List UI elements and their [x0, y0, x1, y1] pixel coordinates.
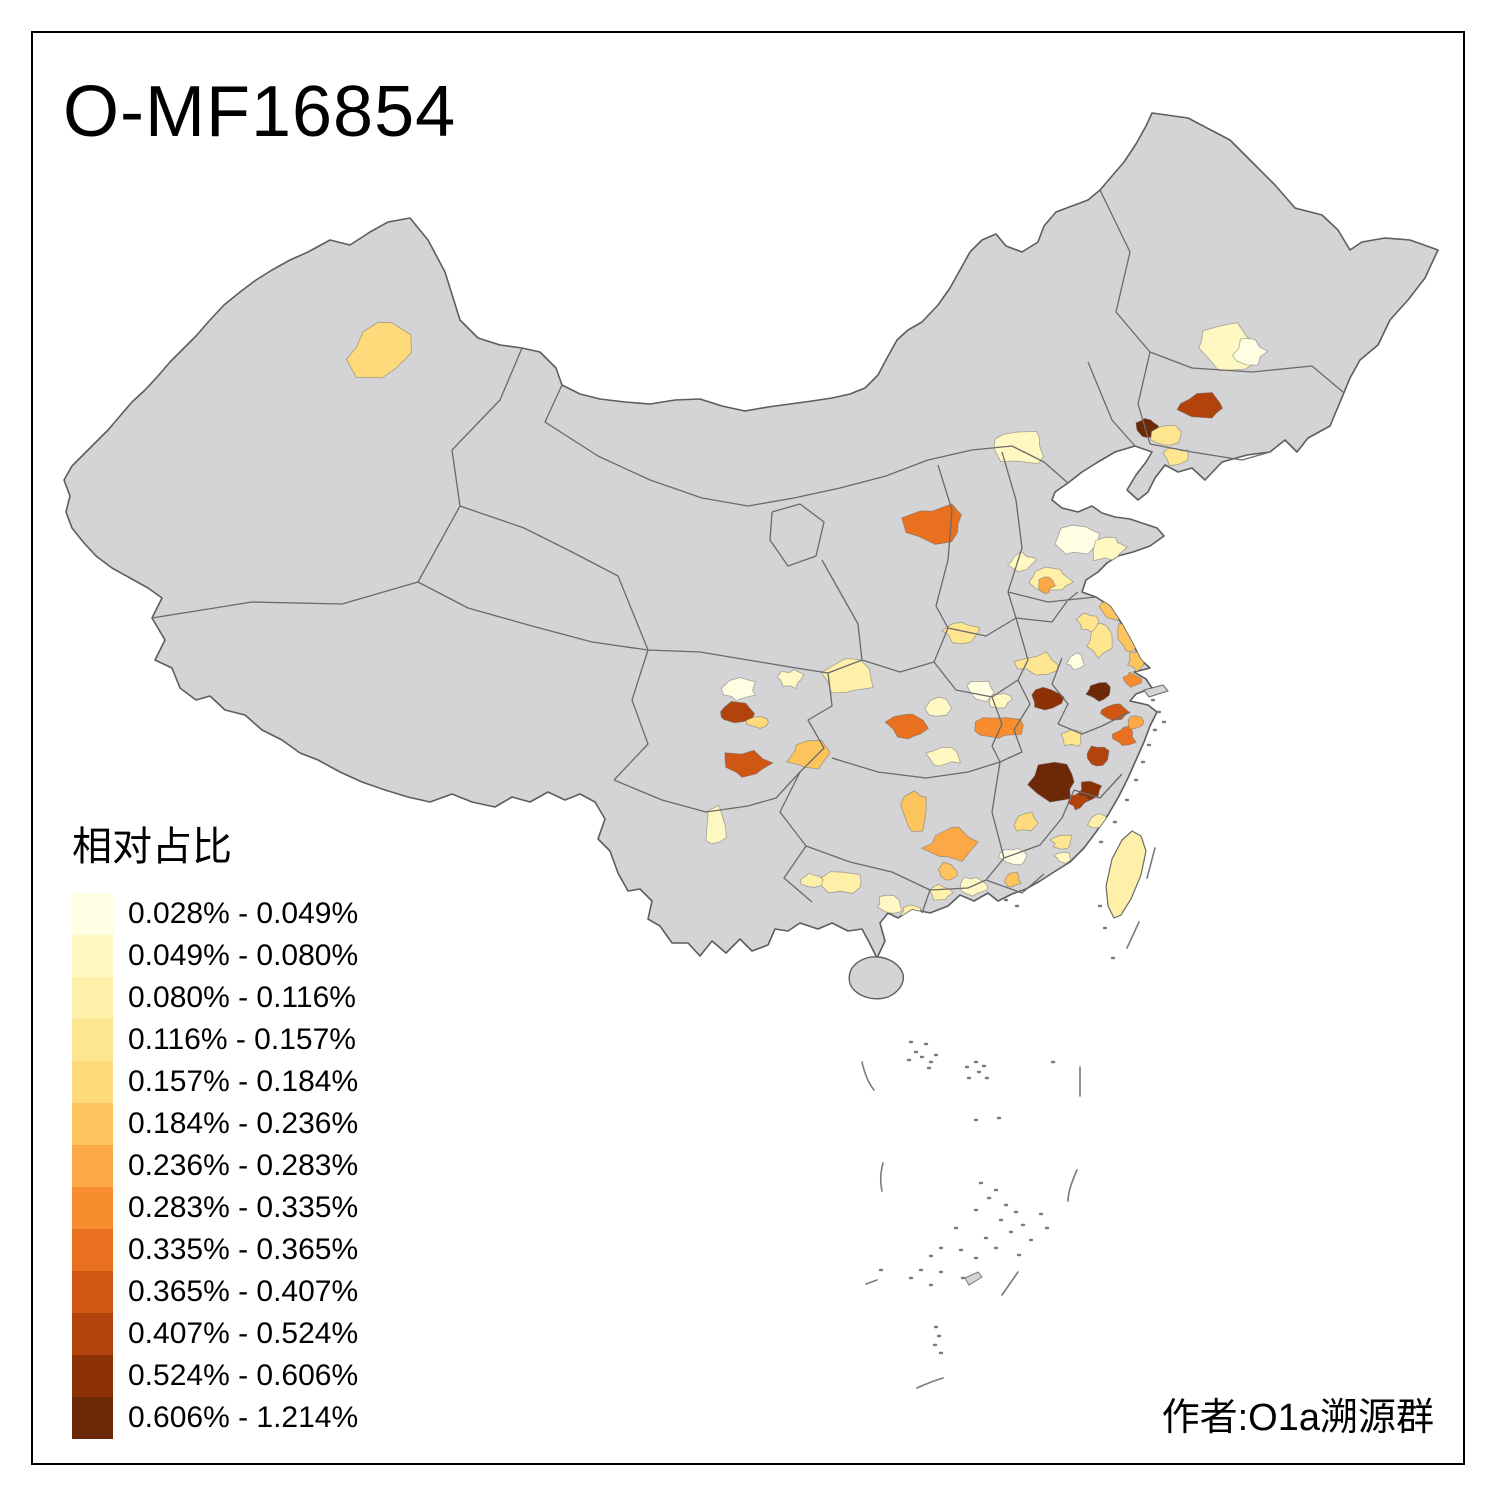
- legend-swatch: [72, 935, 113, 977]
- legend-swatch: [72, 1061, 113, 1103]
- legend-title: 相对占比: [72, 825, 232, 869]
- legend-swatch: [72, 1103, 113, 1145]
- legend-row: 0.524% - 0.606%: [72, 1355, 358, 1397]
- region-patch: [901, 503, 962, 545]
- region-patch: [1049, 834, 1073, 850]
- legend-swatch: [72, 1355, 113, 1397]
- legend-label: 0.157% - 0.184%: [128, 1065, 359, 1098]
- legend-label: 0.080% - 0.116%: [128, 981, 356, 1014]
- region-patch: [974, 717, 1024, 739]
- region-patch: [928, 883, 954, 901]
- legend-rows: 0.028% - 0.049% 0.049% - 0.080% 0.080% - 0…: [72, 893, 358, 1439]
- coastal-islet-dots: [878, 698, 1167, 1355]
- region-patch: [1038, 576, 1056, 595]
- legend-row: 0.365% - 0.407%: [72, 1271, 358, 1313]
- legend-swatch: [72, 977, 113, 1019]
- region-patch: [937, 861, 958, 881]
- region-patch: [941, 621, 981, 645]
- legend-label: 0.049% - 0.080%: [128, 939, 359, 972]
- legend-swatch: [72, 1145, 113, 1187]
- legend-label: 0.606% - 1.214%: [128, 1401, 359, 1434]
- region-patch: [345, 321, 412, 379]
- region-patch: [776, 669, 805, 690]
- islands-and-sea-features: [848, 684, 1169, 1389]
- region-patch: [1013, 811, 1039, 832]
- region-patch: [720, 700, 756, 724]
- region-patch: [1122, 671, 1143, 688]
- region-patch: [1003, 871, 1022, 888]
- legend-row: 0.407% - 0.524%: [72, 1313, 358, 1355]
- region-patch: [1054, 524, 1100, 555]
- region-patch: [1031, 686, 1065, 711]
- region-patch: [1065, 652, 1085, 671]
- legend-row: 0.157% - 0.184%: [72, 1061, 358, 1103]
- legend-label: 0.236% - 0.283%: [128, 1149, 359, 1182]
- legend-swatch: [72, 1271, 113, 1313]
- region-patch: [720, 677, 757, 702]
- legend-row: 0.606% - 1.214%: [72, 1397, 358, 1439]
- region-patch: [1075, 612, 1100, 633]
- legend-row: 0.184% - 0.236%: [72, 1103, 358, 1145]
- region-patch: [705, 804, 727, 845]
- region-patch: [920, 826, 979, 862]
- legend-label: 0.365% - 0.407%: [128, 1275, 359, 1308]
- legend-swatch: [72, 1397, 113, 1439]
- region-patch: [1052, 851, 1072, 864]
- legend-label: 0.283% - 0.335%: [128, 1191, 359, 1224]
- region-patch: [786, 739, 831, 770]
- legend-label: 0.524% - 0.606%: [128, 1359, 359, 1392]
- province-borders: [151, 189, 1344, 914]
- taiwan-island: [1105, 830, 1147, 919]
- legend-swatch: [72, 1019, 113, 1061]
- legend-label: 0.028% - 0.049%: [128, 897, 359, 930]
- legend-label: 0.184% - 0.236%: [128, 1107, 359, 1140]
- legend: 相对占比 0.028% - 0.049% 0.049% - 0.080% 0.080…: [72, 814, 358, 1439]
- legend-row: 0.236% - 0.283%: [72, 1145, 358, 1187]
- region-patch: [925, 746, 961, 767]
- region-patch: [900, 790, 927, 832]
- region-patch: [924, 696, 952, 717]
- region-patch: [1150, 424, 1182, 446]
- region-patch: [1089, 845, 1107, 859]
- legend-row: 0.080% - 0.116%: [72, 977, 358, 1019]
- region-patch: [1006, 550, 1037, 573]
- region-patch: [876, 894, 903, 914]
- legend-row: 0.028% - 0.049%: [72, 893, 358, 935]
- region-patch: [1176, 392, 1224, 419]
- legend-row: 0.049% - 0.080%: [72, 935, 358, 977]
- legend-row: 0.116% - 0.157%: [72, 1019, 358, 1061]
- region-patch: [1013, 651, 1059, 676]
- legend-swatch: [72, 1313, 113, 1355]
- region-patch: [724, 749, 774, 778]
- region-patch: [1060, 729, 1083, 747]
- region-patch: [1086, 622, 1113, 659]
- legend-label: 0.407% - 0.524%: [128, 1317, 359, 1350]
- region-patch: [884, 713, 930, 740]
- region-patch: [1127, 715, 1145, 730]
- region-patch: [1086, 745, 1110, 767]
- legend-swatch: [72, 1187, 113, 1229]
- figure-title: O-MF16854: [63, 72, 457, 152]
- attribution-text: 作者:O1a溯源群: [1161, 1397, 1434, 1439]
- legend-row: 0.335% - 0.365%: [72, 1229, 358, 1271]
- sea-reef-lines: [861, 847, 1156, 1389]
- legend-swatch: [72, 1229, 113, 1271]
- small-island: [964, 1271, 983, 1286]
- region-patch: [1231, 338, 1269, 366]
- region-patch: [800, 872, 824, 888]
- legend-label: 0.116% - 0.157%: [128, 1023, 356, 1056]
- region-patch: [820, 658, 874, 694]
- hainan-island: [848, 956, 905, 1000]
- chongming-island: [1143, 684, 1169, 698]
- legend-label: 0.335% - 0.365%: [128, 1233, 359, 1266]
- legend-swatch: [72, 893, 113, 935]
- legend-row: 0.283% - 0.335%: [72, 1187, 358, 1229]
- region-patch: [1085, 682, 1111, 702]
- region-patch: [745, 716, 769, 729]
